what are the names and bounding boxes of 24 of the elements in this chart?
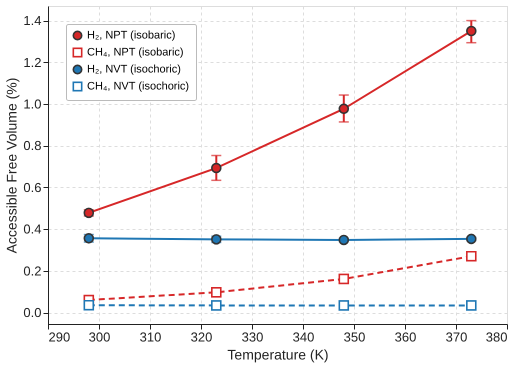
x-tick-label: 290 — [48, 330, 70, 344]
legend-label: H₂, NPT (isobaric) — [87, 30, 176, 42]
x-tick-label: 300 — [88, 330, 110, 344]
legend-label: CH₄, NVT (isochoric) — [87, 80, 190, 92]
x-tick-label: 340 — [292, 330, 314, 344]
legend-label: H₂, NVT (isochoric) — [87, 64, 181, 76]
x-tick-label: 320 — [190, 330, 212, 344]
x-axis-title: Temperature (K) — [227, 346, 329, 362]
x-tick-label: 350 — [344, 330, 366, 344]
x-tick-label: 370 — [446, 330, 468, 344]
y-tick-label: 1.2 — [23, 54, 42, 70]
y-axis-title: Accessible Free Volume (%) — [3, 78, 20, 254]
x-tick-label: 380 — [486, 330, 508, 344]
x-tick-label: 330 — [242, 330, 264, 344]
y-tick-label: 0.4 — [23, 222, 42, 237]
legend-label: CH₄, NPT (isobaric) — [87, 46, 184, 58]
y-tick-label: 0.6 — [23, 180, 42, 195]
y-tick-label: 0.0 — [23, 305, 42, 320]
y-tick-label: 0.8 — [23, 138, 42, 154]
x-tick-label: 360 — [394, 330, 416, 344]
x-tick-label: 310 — [140, 330, 162, 344]
y-tick-label: 1.4 — [23, 13, 42, 28]
y-tick-label: 1.0 — [23, 96, 42, 112]
y-tick-label: 0.2 — [23, 263, 42, 278]
